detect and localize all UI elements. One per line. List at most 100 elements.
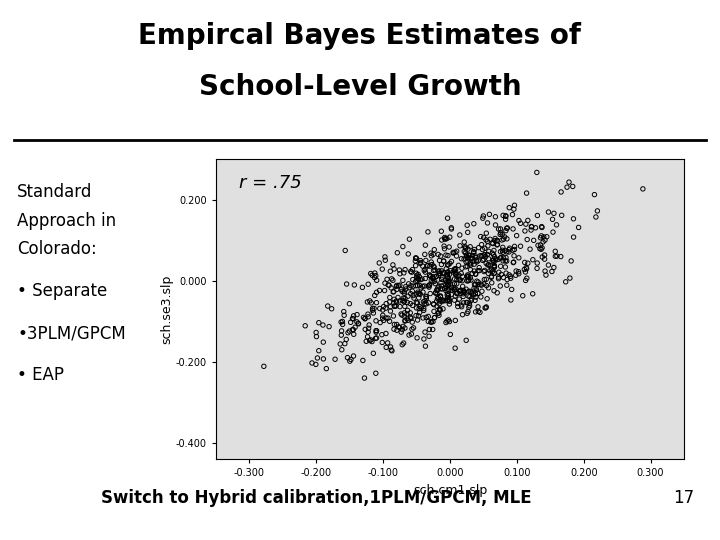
- Point: [442, 287, 454, 295]
- Point: [441, 316, 453, 325]
- Point: [491, 237, 503, 245]
- Point: [454, 295, 465, 303]
- Point: [507, 246, 518, 254]
- Point: [423, 317, 434, 326]
- Point: [446, 290, 457, 299]
- Point: [458, 287, 469, 295]
- Point: [515, 242, 526, 251]
- Point: [507, 210, 518, 219]
- Point: [567, 214, 579, 223]
- Point: [477, 245, 488, 254]
- Point: [414, 259, 426, 268]
- Point: [345, 318, 356, 327]
- Point: [536, 222, 547, 231]
- Point: [501, 281, 513, 289]
- Point: [478, 267, 490, 276]
- Point: [490, 221, 501, 230]
- Point: [398, 289, 410, 298]
- Point: [419, 299, 431, 308]
- Point: [454, 241, 466, 250]
- Point: [358, 313, 369, 322]
- Point: [412, 281, 423, 290]
- Point: [436, 273, 448, 281]
- Point: [312, 354, 323, 362]
- Point: [446, 286, 458, 294]
- Point: [469, 253, 481, 262]
- Point: [517, 292, 528, 300]
- Point: [423, 299, 434, 307]
- Point: [364, 336, 375, 345]
- Point: [403, 280, 415, 288]
- Point: [414, 308, 426, 317]
- Point: [384, 307, 396, 315]
- Point: [441, 291, 453, 299]
- Point: [524, 245, 536, 253]
- Point: [412, 299, 423, 307]
- Point: [483, 260, 495, 269]
- Point: [376, 330, 387, 339]
- Point: [359, 314, 371, 323]
- Point: [436, 296, 448, 305]
- Point: [441, 270, 453, 279]
- Point: [341, 335, 352, 344]
- Point: [353, 319, 364, 328]
- Point: [459, 288, 470, 297]
- Point: [462, 245, 474, 253]
- Point: [522, 216, 534, 225]
- Point: [433, 309, 444, 318]
- Point: [405, 281, 417, 290]
- Point: [313, 319, 325, 327]
- Point: [448, 249, 459, 258]
- Point: [428, 300, 439, 308]
- Text: Standard: Standard: [17, 183, 93, 201]
- Point: [365, 335, 377, 344]
- Point: [318, 355, 329, 363]
- Point: [419, 265, 431, 274]
- Point: [347, 314, 359, 323]
- Point: [397, 276, 409, 285]
- Point: [521, 274, 533, 282]
- Point: [501, 275, 513, 284]
- Point: [366, 304, 378, 313]
- Point: [490, 254, 502, 263]
- Point: [469, 296, 481, 305]
- Point: [495, 225, 506, 233]
- Point: [469, 245, 480, 254]
- Point: [528, 236, 539, 245]
- Point: [392, 293, 404, 302]
- Point: [482, 241, 494, 250]
- Point: [459, 238, 470, 246]
- Point: [395, 309, 407, 318]
- Point: [500, 262, 511, 271]
- Point: [399, 302, 410, 310]
- Point: [479, 266, 490, 275]
- Point: [479, 244, 490, 253]
- Point: [467, 252, 478, 260]
- Point: [384, 267, 396, 275]
- Point: [410, 254, 422, 262]
- Point: [451, 252, 462, 260]
- Point: [462, 221, 473, 230]
- Point: [485, 261, 496, 270]
- Point: [498, 256, 509, 265]
- Point: [456, 302, 467, 311]
- Point: [454, 287, 465, 296]
- Point: [508, 258, 519, 266]
- Point: [342, 353, 354, 362]
- Point: [436, 298, 448, 306]
- Text: Approach in: Approach in: [17, 212, 117, 230]
- Point: [399, 297, 410, 306]
- Point: [446, 225, 457, 233]
- Point: [539, 236, 551, 245]
- Point: [377, 306, 389, 314]
- Point: [469, 269, 481, 278]
- Point: [341, 280, 352, 288]
- Point: [444, 318, 455, 326]
- Point: [489, 268, 500, 277]
- Point: [463, 276, 474, 285]
- Point: [470, 284, 482, 293]
- Point: [476, 252, 487, 260]
- Text: Colorado:: Colorado:: [17, 240, 97, 258]
- Point: [433, 269, 445, 278]
- Text: 17: 17: [673, 489, 695, 507]
